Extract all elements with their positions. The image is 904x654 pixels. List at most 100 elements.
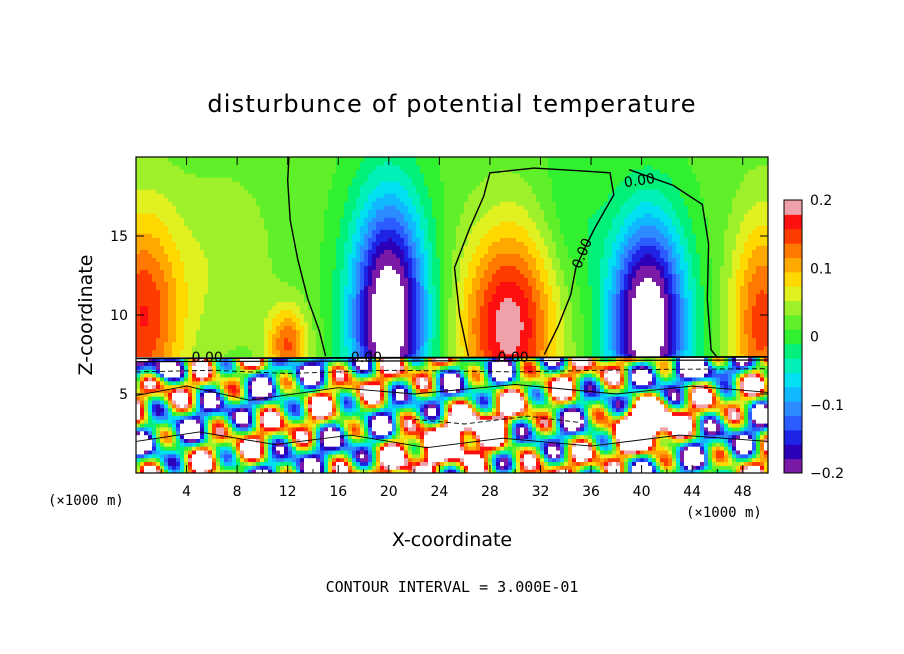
field-cell xyxy=(232,333,237,339)
field-cell xyxy=(160,209,165,214)
field-cell xyxy=(392,157,397,162)
field-cell xyxy=(236,273,241,278)
field-cell xyxy=(512,281,517,287)
field-cell xyxy=(228,353,233,357)
field-cell xyxy=(432,165,437,170)
field-cell xyxy=(268,253,273,258)
field-cell xyxy=(212,217,217,222)
field-cell xyxy=(136,237,141,242)
field-cell xyxy=(468,189,473,194)
field-cell xyxy=(328,157,333,162)
field-cell xyxy=(272,181,277,186)
field-cell xyxy=(520,253,525,258)
field-cell xyxy=(304,209,309,214)
field-cell xyxy=(252,225,257,230)
field-cell xyxy=(200,317,205,323)
field-cell xyxy=(160,301,165,307)
field-cell xyxy=(376,309,381,315)
field-cell xyxy=(492,221,497,226)
field-cell xyxy=(164,177,169,182)
field-cell xyxy=(264,185,269,190)
field-cell xyxy=(444,161,449,166)
field-cell xyxy=(236,209,241,214)
field-cell xyxy=(368,209,373,214)
field-cell xyxy=(236,341,241,347)
field-cell xyxy=(152,249,157,254)
field-cell xyxy=(312,233,317,238)
field-cell xyxy=(188,313,193,319)
field-cell xyxy=(144,325,149,331)
field-cell xyxy=(220,221,225,226)
field-cell xyxy=(280,169,285,174)
field-cell xyxy=(512,313,517,319)
field-cell xyxy=(512,277,517,283)
field-cell xyxy=(192,233,197,238)
field-cell xyxy=(184,209,189,214)
field-cell xyxy=(376,193,381,198)
field-cell xyxy=(180,201,185,206)
field-cell xyxy=(440,233,445,238)
field-cell xyxy=(396,209,401,214)
field-cell xyxy=(144,161,149,166)
field-cell xyxy=(176,309,181,315)
field-cell xyxy=(524,217,529,222)
field-cell xyxy=(496,217,501,222)
field-cell xyxy=(424,245,429,250)
field-cell xyxy=(144,253,149,258)
field-cell xyxy=(332,245,337,250)
field-cell xyxy=(480,253,485,258)
field-cell xyxy=(484,313,489,319)
field-cell xyxy=(216,273,221,278)
field-cell xyxy=(508,313,513,319)
field-cell xyxy=(528,189,533,194)
field-cell xyxy=(152,297,157,303)
field-cell xyxy=(348,205,353,210)
field-cell xyxy=(276,213,281,218)
field-cell xyxy=(528,253,533,258)
field-cell xyxy=(176,209,181,214)
field-cell xyxy=(172,241,177,246)
field-cell xyxy=(400,261,405,266)
field-cell xyxy=(480,181,485,186)
field-cell xyxy=(316,349,321,355)
field-cell xyxy=(328,329,333,335)
field-cell xyxy=(516,301,521,307)
field-cell xyxy=(428,285,433,291)
field-cell xyxy=(328,293,333,299)
field-cell xyxy=(264,249,269,254)
field-cell xyxy=(316,341,321,347)
field-cell xyxy=(428,169,433,174)
field-cell xyxy=(492,349,497,355)
field-cell xyxy=(272,237,277,242)
field-cell xyxy=(528,277,533,283)
field-cell xyxy=(300,245,305,250)
field-cell xyxy=(316,289,321,295)
field-cell xyxy=(204,193,209,198)
field-cell xyxy=(236,265,241,270)
field-cell xyxy=(308,309,313,315)
field-cell xyxy=(348,185,353,190)
field-cell xyxy=(212,305,217,311)
field-cell xyxy=(236,169,241,174)
field-cell xyxy=(388,353,393,357)
field-cell xyxy=(416,185,421,190)
field-cell xyxy=(268,165,273,170)
field-cell xyxy=(420,329,425,335)
field-cell xyxy=(176,289,181,295)
field-cell xyxy=(292,253,297,258)
field-cell xyxy=(444,237,449,242)
field-cell xyxy=(228,333,233,339)
field-cell xyxy=(136,313,141,319)
field-cell xyxy=(204,233,209,238)
field-cell xyxy=(272,177,277,182)
field-cell xyxy=(464,289,469,295)
field-cell xyxy=(192,309,197,315)
field-cell xyxy=(320,241,325,246)
field-cell xyxy=(168,333,173,339)
field-cell xyxy=(396,285,401,291)
field-cell xyxy=(140,345,145,351)
field-cell xyxy=(224,157,229,162)
field-cell xyxy=(336,193,341,198)
field-cell xyxy=(248,181,253,186)
field-cell xyxy=(312,213,317,218)
